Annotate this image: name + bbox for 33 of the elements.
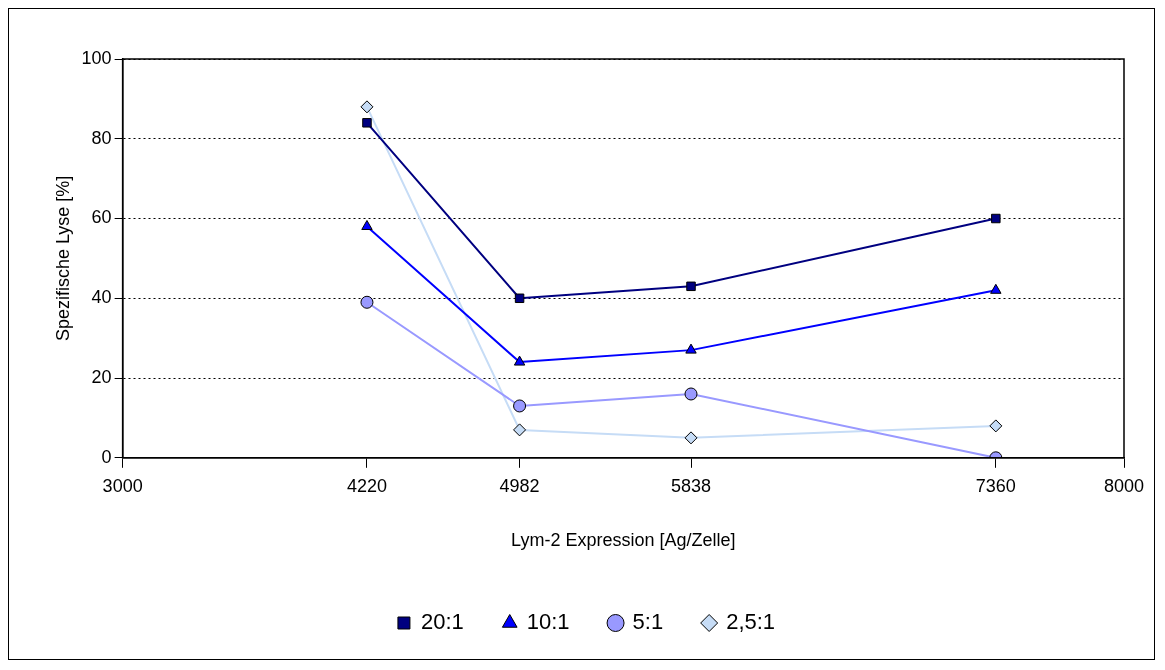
legend-label: 20:1 <box>420 609 464 635</box>
point <box>684 431 698 445</box>
point <box>685 343 697 354</box>
point <box>360 100 374 114</box>
point <box>684 387 698 401</box>
point <box>686 281 696 292</box>
point <box>514 293 525 304</box>
x-tick-label: 7360 <box>975 475 1016 496</box>
y-tick-label: 60 <box>91 207 112 228</box>
x-tick-label: 4220 <box>346 475 387 496</box>
y-tick-label: 0 <box>101 446 112 467</box>
point <box>989 419 1003 433</box>
y-tick-label: 80 <box>91 127 112 148</box>
x-tick-label: 5838 <box>670 475 712 496</box>
point <box>513 399 527 413</box>
legend-label: 5:1 <box>632 609 664 635</box>
x-tick-label: 8000 <box>1103 475 1145 496</box>
y-tick-label: 100 <box>81 47 112 68</box>
y-axis-title: Spezifische Lyse [%] <box>52 175 73 342</box>
point <box>361 220 373 230</box>
point <box>990 283 1002 294</box>
y-tick-label: 20 <box>91 367 112 388</box>
legend-label: 10:1 <box>526 609 570 635</box>
x-tick-label: 4982 <box>499 475 540 496</box>
point <box>513 423 527 437</box>
point <box>513 355 526 366</box>
y-tick-label: 40 <box>91 287 112 308</box>
point <box>362 118 372 128</box>
legend-label: 2,5:1 <box>726 609 776 635</box>
point <box>991 213 1001 224</box>
x-tick-label: 3000 <box>102 475 143 496</box>
x-axis-title: Lym-2 Expression [Ag/Zelle] <box>511 530 736 551</box>
point <box>360 295 374 309</box>
